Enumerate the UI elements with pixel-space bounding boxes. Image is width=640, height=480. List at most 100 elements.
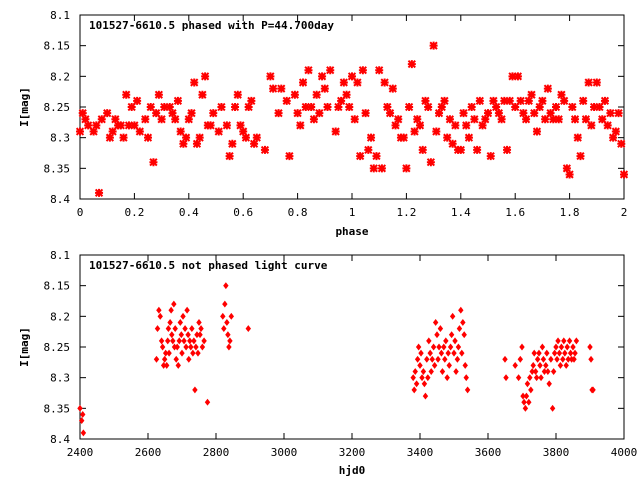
data-point bbox=[197, 331, 203, 339]
data-point bbox=[539, 343, 546, 351]
data-point bbox=[532, 368, 539, 375]
data-point bbox=[434, 109, 444, 118]
data-point bbox=[380, 78, 389, 87]
data-point bbox=[592, 78, 601, 87]
data-point bbox=[361, 109, 370, 118]
data-point bbox=[192, 386, 198, 394]
data-point bbox=[183, 343, 189, 351]
y-tick-label: 8.2 bbox=[50, 310, 70, 323]
data-point bbox=[388, 84, 397, 93]
data-point bbox=[165, 102, 174, 112]
data-point bbox=[567, 349, 574, 357]
data-point bbox=[451, 121, 460, 130]
data-point bbox=[188, 343, 194, 351]
data-point bbox=[557, 90, 566, 99]
data-point bbox=[445, 115, 455, 124]
data-point bbox=[222, 300, 228, 308]
data-point bbox=[528, 386, 534, 394]
data-point bbox=[513, 72, 523, 81]
data-point bbox=[163, 361, 170, 369]
data-point bbox=[312, 90, 321, 99]
data-point bbox=[494, 109, 503, 118]
data-point bbox=[526, 398, 532, 406]
data-point bbox=[179, 349, 185, 357]
data-point bbox=[516, 96, 525, 105]
data-point bbox=[173, 355, 179, 363]
data-point bbox=[524, 380, 531, 388]
data-points bbox=[77, 282, 596, 437]
data-point bbox=[551, 102, 561, 112]
data-point bbox=[119, 133, 128, 142]
data-point bbox=[438, 349, 445, 357]
data-point bbox=[224, 319, 230, 326]
data-point bbox=[556, 349, 563, 357]
data-point bbox=[245, 325, 252, 333]
data-point bbox=[230, 102, 240, 112]
data-point bbox=[546, 380, 552, 388]
data-point bbox=[456, 325, 463, 333]
data-point bbox=[540, 355, 547, 363]
data-point bbox=[317, 72, 327, 81]
data-point bbox=[511, 102, 520, 112]
x-tick-label: 1.2 bbox=[396, 206, 416, 219]
data-point bbox=[521, 115, 531, 124]
x-tick-label: 1 bbox=[349, 206, 356, 219]
data-point bbox=[537, 361, 543, 369]
data-point bbox=[417, 361, 423, 369]
data-point bbox=[421, 96, 430, 105]
x-tick-label: 0.4 bbox=[179, 206, 199, 219]
data-point bbox=[481, 115, 490, 124]
data-point bbox=[447, 343, 454, 351]
data-point bbox=[452, 337, 458, 345]
data-point bbox=[489, 96, 498, 105]
data-point bbox=[223, 282, 229, 290]
data-point bbox=[206, 121, 215, 130]
data-point bbox=[588, 355, 594, 363]
data-point bbox=[184, 115, 193, 124]
data-point bbox=[573, 337, 580, 345]
data-point bbox=[350, 115, 359, 124]
data-point bbox=[80, 429, 87, 437]
data-point bbox=[274, 109, 283, 118]
data-point bbox=[165, 337, 171, 345]
x-tick-label: 3800 bbox=[543, 446, 570, 459]
data-point bbox=[154, 90, 163, 99]
data-point bbox=[201, 72, 210, 81]
data-point bbox=[572, 349, 578, 357]
data-point bbox=[161, 355, 168, 363]
data-point bbox=[460, 319, 466, 326]
data-point bbox=[146, 102, 155, 112]
data-point bbox=[309, 115, 319, 124]
data-point bbox=[182, 325, 188, 333]
data-point bbox=[561, 337, 567, 345]
data-point bbox=[425, 374, 431, 382]
data-point bbox=[562, 164, 571, 173]
data-point bbox=[508, 72, 517, 81]
data-point bbox=[519, 343, 525, 351]
data-point bbox=[201, 337, 207, 345]
data-point bbox=[535, 102, 544, 112]
data-point bbox=[116, 121, 125, 130]
data-point bbox=[429, 355, 435, 363]
data-point bbox=[383, 102, 392, 112]
data-point bbox=[323, 102, 332, 112]
data-point bbox=[570, 343, 576, 351]
data-point bbox=[315, 109, 324, 118]
data-point bbox=[456, 145, 465, 155]
data-point bbox=[445, 349, 451, 357]
data-point bbox=[462, 121, 471, 130]
y-tick-label: 8.15 bbox=[44, 280, 71, 293]
data-point bbox=[553, 343, 559, 351]
data-point bbox=[285, 151, 294, 161]
data-point bbox=[191, 337, 197, 345]
data-point bbox=[519, 109, 528, 118]
data-point bbox=[538, 374, 544, 382]
data-point bbox=[609, 133, 618, 142]
axis-ticks bbox=[79, 14, 625, 200]
data-point bbox=[172, 325, 178, 333]
data-point bbox=[573, 133, 582, 142]
data-point bbox=[347, 72, 357, 81]
data-point bbox=[560, 355, 566, 363]
data-point bbox=[543, 84, 552, 93]
